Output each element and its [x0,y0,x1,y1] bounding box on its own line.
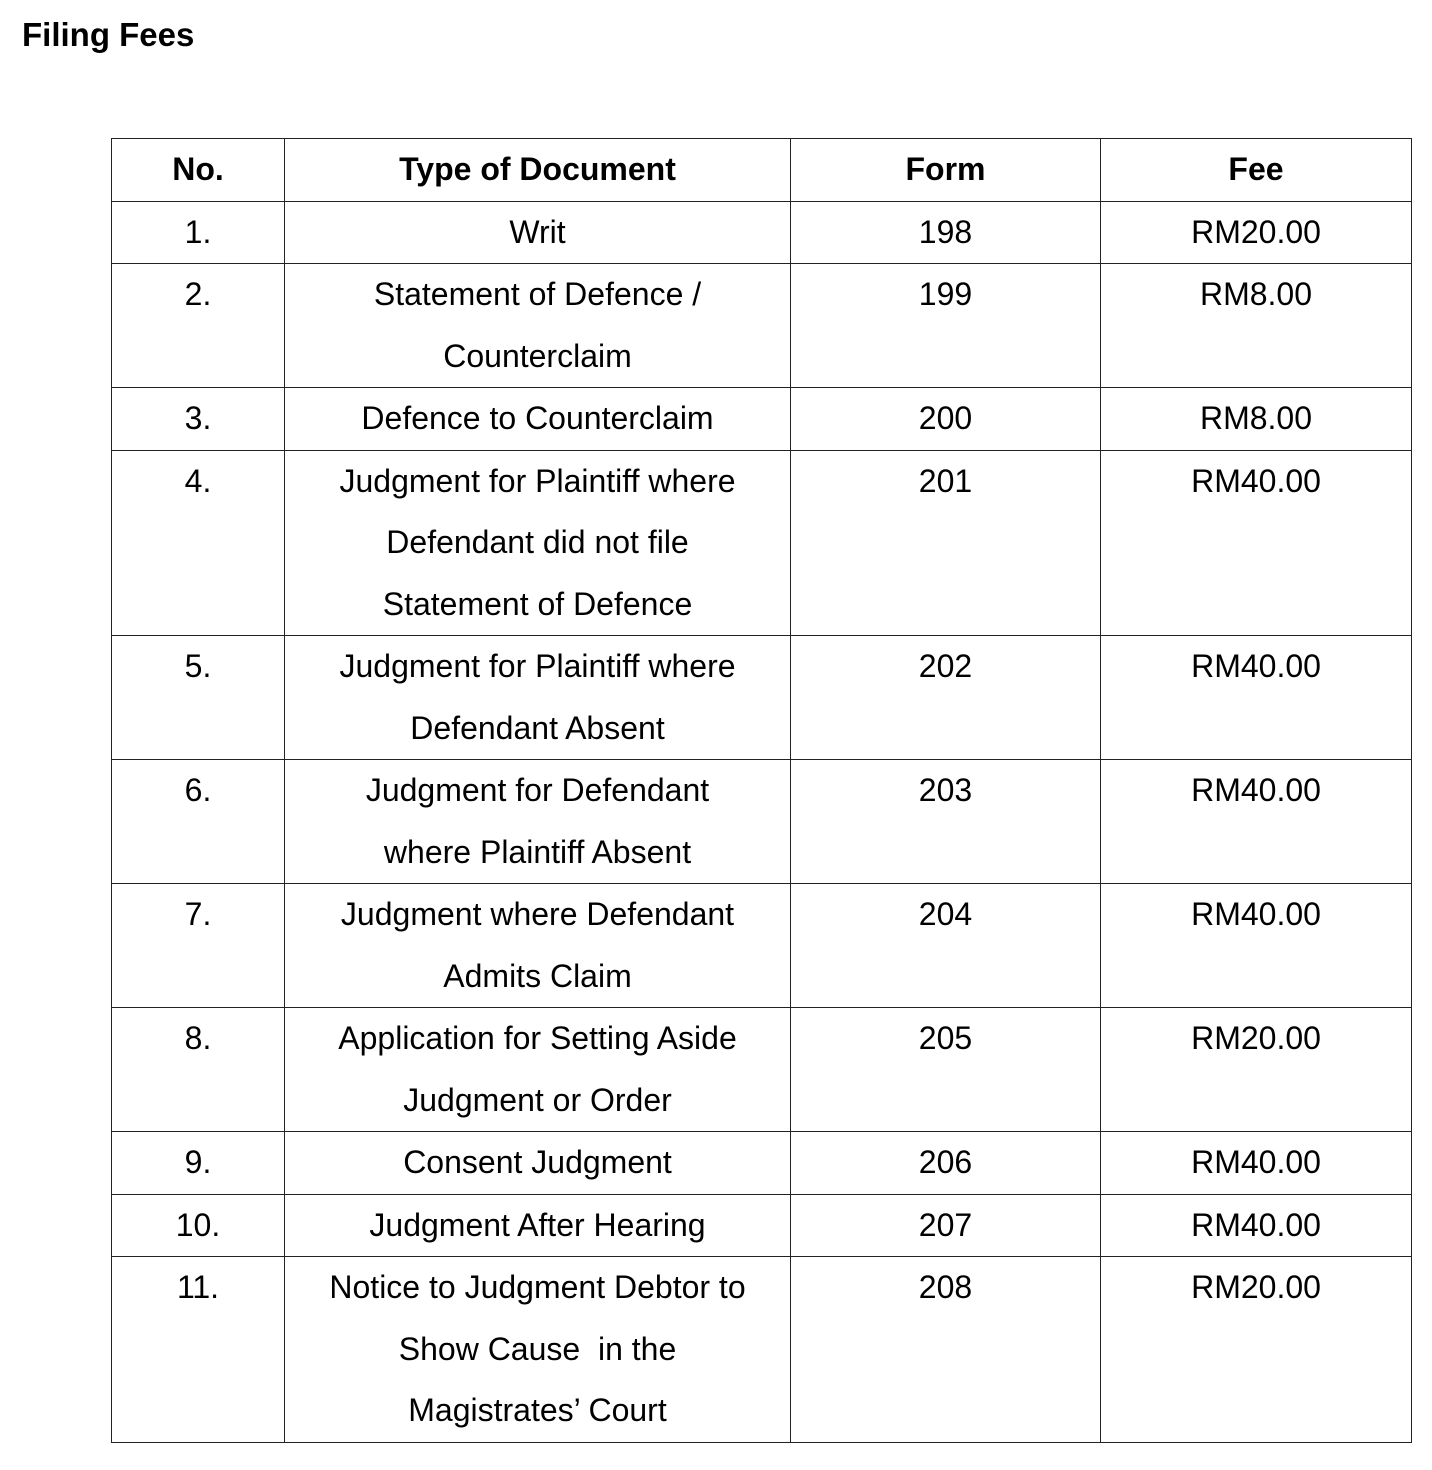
document-type: Defence to Counterclaim [284,387,791,451]
row-number: 4. [111,449,285,636]
document-type-line: Consent Judgment [403,1144,672,1180]
document-type-line: Defence to Counterclaim [361,400,714,436]
table-row: 6. Judgment for Defendant where Plaintiff … [111,759,1412,884]
document-type-line: Admits Claim [443,957,632,994]
filing-fees-table: No. Type of Document Form Fee 1. Writ 198 R… [111,138,1412,1443]
header-no: No. [111,138,285,202]
table-row: 1. Writ 198 RM20.00 [111,200,1412,264]
document-type-line: Counterclaim [443,337,632,374]
form-number: 199 [790,263,1101,388]
document-type-line: Judgment for Plaintiff where [339,462,736,499]
row-number: 10. [111,1193,285,1257]
form-number: 200 [790,387,1101,451]
form-number: 207 [790,1193,1101,1257]
document-type-line: Defendant did not file [386,524,689,560]
header-form: Form [790,138,1101,202]
document-type-line: Statement of Defence / [373,276,702,312]
document-type-line: Notice to Judgment Debtor to [329,1269,746,1305]
document-type: Judgment After Hearing [284,1193,791,1257]
document-type-line: Show Cause in the [398,1330,677,1367]
table-row: 2. Statement of Defence / Counterclaim 199 R… [111,263,1412,388]
document-type-line: Magistrates’ Court [408,1392,667,1428]
fee-amount: RM40.00 [1100,1193,1412,1257]
document-type-line: Writ [509,213,566,250]
row-number: 3. [111,387,285,451]
table-row: 9. Consent Judgment 206 RM40.00 [111,1131,1412,1195]
document-type-line: Defendant Absent [410,709,665,746]
document-type: Judgment for Plaintiff where Defendant Ab… [284,635,791,760]
document-type: Writ [284,200,791,264]
document-type-line: Application for Setting Aside [338,1020,737,1056]
fee-amount: RM20.00 [1100,1007,1412,1132]
fee-amount: RM8.00 [1100,263,1412,388]
row-number: 11. [111,1256,285,1443]
form-number: 205 [790,1007,1101,1132]
table-row: 11. Notice to Judgment Debtor to Show Caus… [111,1256,1412,1443]
document-type-line: Judgment for Plaintiff where [339,648,736,684]
form-number: 208 [790,1256,1101,1443]
fee-amount: RM40.00 [1100,449,1412,636]
fee-amount: RM20.00 [1100,1256,1412,1443]
document-type: Notice to Judgment Debtor to Show Cause i… [284,1256,791,1443]
form-number: 203 [790,759,1101,884]
row-number: 2. [111,263,285,388]
table-row: 8. Application for Setting Aside Judgment … [111,1007,1412,1132]
document-type-line: Statement of Defence [382,585,693,622]
form-number: 201 [790,449,1101,636]
form-number: 202 [790,635,1101,760]
form-number: 198 [790,200,1101,264]
document-type-line: Judgment for Defendant [365,772,710,808]
header-type-of-document: Type of Document [284,138,791,202]
fee-amount: RM40.00 [1100,883,1412,1008]
page-title: Filing Fees [22,16,195,53]
document-type: Judgment for Plaintiff where Defendant di… [284,449,791,636]
document-type: Judgment for Defendant where Plaintiff Ab… [284,759,791,884]
document-type: Judgment where Defendant Admits Claim [284,883,791,1008]
document-type: Consent Judgment [284,1131,791,1195]
table-row: 4. Judgment for Plaintiff where Defendant … [111,449,1412,636]
form-number: 206 [790,1131,1101,1195]
fee-amount: RM40.00 [1100,635,1412,760]
row-number: 8. [111,1007,285,1132]
document-type-line: Judgment where Defendant [340,896,735,932]
document-type: Statement of Defence / Counterclaim [284,263,791,388]
table-header-row: No. Type of Document Form Fee [111,138,1412,202]
document-type-line: Judgment After Hearing [369,1206,706,1243]
fee-amount: RM40.00 [1100,759,1412,884]
table-row: 3. Defence to Counterclaim 200 RM8.00 [111,387,1412,451]
form-number: 204 [790,883,1101,1008]
fee-amount: RM40.00 [1100,1131,1412,1195]
document-type-line: where Plaintiff Absent [383,833,692,870]
document-type: Application for Setting Aside Judgment or… [284,1007,791,1132]
table-row: 7. Judgment where Defendant Admits Claim 20… [111,883,1412,1008]
document-type-line: Judgment or Order [403,1081,672,1118]
fee-amount: RM20.00 [1100,200,1412,264]
row-number: 5. [111,635,285,760]
header-fee: Fee [1100,138,1412,202]
row-number: 7. [111,883,285,1008]
table-row: 5. Judgment for Plaintiff where Defendant … [111,635,1412,760]
table-row: 10. Judgment After Hearing 207 RM40.00 [111,1193,1412,1257]
row-number: 6. [111,759,285,884]
fee-amount: RM8.00 [1100,387,1412,451]
row-number: 9. [111,1131,285,1195]
table-body: 1. Writ 198 RM20.00 2. Statement of Defence /… [111,200,1412,1443]
row-number: 1. [111,200,285,264]
